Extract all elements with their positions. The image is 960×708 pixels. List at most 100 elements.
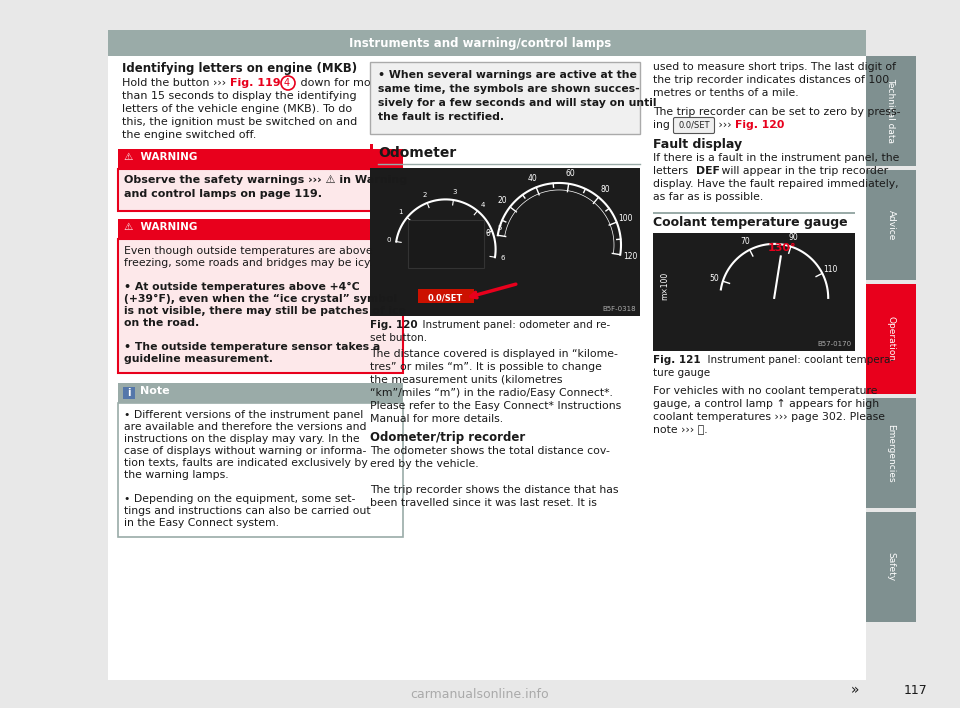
Text: “km”/miles “m”) in the radio/Easy Connect*.: “km”/miles “m”) in the radio/Easy Connec… xyxy=(370,388,612,398)
Text: used to measure short trips. The last digit of: used to measure short trips. The last di… xyxy=(653,62,896,72)
Text: and control lamps on page 119.: and control lamps on page 119. xyxy=(124,189,322,199)
Text: Instrument panel: odometer and re-: Instrument panel: odometer and re- xyxy=(416,320,611,330)
Bar xyxy=(118,219,403,239)
Text: Fig. 120: Fig. 120 xyxy=(370,320,418,330)
Text: 60: 60 xyxy=(565,169,575,178)
Text: (+39°F), even when the “ice crystal” symbol: (+39°F), even when the “ice crystal” sym… xyxy=(124,294,397,304)
Bar xyxy=(118,239,403,373)
Text: If there is a fault in the instrument panel, the: If there is a fault in the instrument pa… xyxy=(653,153,900,163)
Text: 130°: 130° xyxy=(768,243,797,253)
Text: this, the ignition must be switched on and: this, the ignition must be switched on a… xyxy=(122,117,357,127)
Text: Coolant temperature gauge: Coolant temperature gauge xyxy=(653,216,848,229)
Text: Fault display: Fault display xyxy=(653,138,742,151)
Text: case of displays without warning or informa-: case of displays without warning or info… xyxy=(124,446,367,456)
Text: 110: 110 xyxy=(823,265,837,274)
Text: The trip recorder can be set to zero by press-: The trip recorder can be set to zero by … xyxy=(653,107,900,117)
Text: Fig. 119: Fig. 119 xyxy=(230,78,280,88)
Text: the fault is rectified.: the fault is rectified. xyxy=(378,112,504,122)
Text: »: » xyxy=(851,683,859,697)
Text: same time, the symbols are shown succes-: same time, the symbols are shown succes- xyxy=(378,84,639,94)
Text: guideline measurement.: guideline measurement. xyxy=(124,354,273,364)
Text: tings and instructions can also be carried out: tings and instructions can also be carri… xyxy=(124,506,371,516)
Text: than 15 seconds to display the identifying: than 15 seconds to display the identifyi… xyxy=(122,91,356,101)
Text: display. Have the fault repaired immediately,: display. Have the fault repaired immedia… xyxy=(653,179,899,189)
Text: Instruments and warning/control lamps: Instruments and warning/control lamps xyxy=(348,37,612,50)
Text: ered by the vehicle.: ered by the vehicle. xyxy=(370,459,479,469)
Text: Even though outside temperatures are above: Even though outside temperatures are abo… xyxy=(124,246,372,256)
Text: 40: 40 xyxy=(528,173,538,183)
Text: will appear in the trip recorder: will appear in the trip recorder xyxy=(718,166,888,176)
Text: in the Easy Connect system.: in the Easy Connect system. xyxy=(124,518,279,528)
Text: metres or tenths of a mile.: metres or tenths of a mile. xyxy=(653,88,799,98)
Text: • Different versions of the instrument panel: • Different versions of the instrument p… xyxy=(124,410,363,420)
Text: 4: 4 xyxy=(480,202,485,207)
Text: 2: 2 xyxy=(422,193,426,198)
Text: i: i xyxy=(128,388,131,398)
Text: • At outside temperatures above +4°C: • At outside temperatures above +4°C xyxy=(124,282,360,292)
Bar xyxy=(108,30,866,680)
Text: sively for a few seconds and will stay on until: sively for a few seconds and will stay o… xyxy=(378,98,657,108)
FancyBboxPatch shape xyxy=(674,118,714,134)
Text: 0: 0 xyxy=(486,229,491,238)
Text: note ››› ⓘ.: note ››› ⓘ. xyxy=(653,425,708,435)
Text: The distance covered is displayed in “kilome-: The distance covered is displayed in “ki… xyxy=(370,349,618,359)
Text: For vehicles with no coolant temperature: For vehicles with no coolant temperature xyxy=(653,386,877,396)
Bar xyxy=(118,149,403,169)
Text: Manual for more details.: Manual for more details. xyxy=(370,414,503,424)
Text: Instrument panel: coolant tempera-: Instrument panel: coolant tempera- xyxy=(701,355,894,365)
Text: freezing, some roads and bridges may be icy.: freezing, some roads and bridges may be … xyxy=(124,258,372,268)
Text: Fig. 120: Fig. 120 xyxy=(735,120,784,130)
Text: 90: 90 xyxy=(789,234,799,242)
Text: 120: 120 xyxy=(623,252,637,261)
Text: 80: 80 xyxy=(600,185,610,194)
Text: the warning lamps.: the warning lamps. xyxy=(124,470,228,480)
Text: Identifying letters on engine (MKB): Identifying letters on engine (MKB) xyxy=(122,62,357,75)
Text: Hold the button ›››: Hold the button ››› xyxy=(122,78,229,88)
Bar xyxy=(866,284,916,394)
Text: • The outside temperature sensor takes a: • The outside temperature sensor takes a xyxy=(124,342,380,352)
Text: instructions on the display may vary. In the: instructions on the display may vary. In… xyxy=(124,434,360,444)
Text: are available and therefore the versions and: are available and therefore the versions… xyxy=(124,422,367,432)
Text: carmanualsonline.info: carmanualsonline.info xyxy=(411,688,549,702)
Bar xyxy=(108,30,866,56)
Text: 100: 100 xyxy=(618,214,634,223)
Text: 0: 0 xyxy=(386,237,391,244)
Text: ›››: ››› xyxy=(715,120,735,130)
Text: • When several warnings are active at the: • When several warnings are active at th… xyxy=(378,70,636,80)
Text: Advice: Advice xyxy=(886,210,896,240)
Bar xyxy=(653,212,855,214)
Text: ⚠  WARNING: ⚠ WARNING xyxy=(124,152,198,162)
Text: 1: 1 xyxy=(398,210,403,215)
Text: Safety: Safety xyxy=(886,552,896,581)
Text: coolant temperatures ››› page 302. Please: coolant temperatures ››› page 302. Pleas… xyxy=(653,412,885,422)
Text: gauge, a control lamp ↑ appears for high: gauge, a control lamp ↑ appears for high xyxy=(653,399,879,409)
Bar xyxy=(653,233,855,351)
Bar xyxy=(866,512,916,622)
Text: Odometer/trip recorder: Odometer/trip recorder xyxy=(370,431,525,444)
Text: Odometer: Odometer xyxy=(378,146,456,160)
Bar xyxy=(118,169,403,211)
Bar xyxy=(118,383,403,403)
Text: is not visible, there may still be patches of ice: is not visible, there may still be patch… xyxy=(124,306,406,316)
Text: the engine switched off.: the engine switched off. xyxy=(122,130,256,140)
Text: set button.: set button. xyxy=(370,333,427,343)
Text: Note: Note xyxy=(140,386,170,396)
Bar xyxy=(123,387,135,399)
Text: Observe the safety warnings ››› ⚠ in Warning: Observe the safety warnings ››› ⚠ in War… xyxy=(124,175,407,185)
Text: 4: 4 xyxy=(284,78,290,88)
Text: 70: 70 xyxy=(741,237,751,246)
Text: 0.0/SET: 0.0/SET xyxy=(679,120,709,130)
Text: Operation: Operation xyxy=(886,316,896,362)
Text: 5: 5 xyxy=(497,225,502,231)
Text: on the road.: on the road. xyxy=(124,318,200,328)
Text: down for more: down for more xyxy=(297,78,382,88)
Bar xyxy=(370,62,640,134)
Text: 50: 50 xyxy=(709,274,719,283)
Text: letters: letters xyxy=(653,166,691,176)
Text: tres” or miles “m”. It is possible to change: tres” or miles “m”. It is possible to ch… xyxy=(370,362,602,372)
Text: 20: 20 xyxy=(497,196,507,205)
Text: DEF: DEF xyxy=(696,166,720,176)
Text: • Depending on the equipment, some set-: • Depending on the equipment, some set- xyxy=(124,494,355,504)
Bar xyxy=(866,398,916,508)
Text: Fig. 121: Fig. 121 xyxy=(653,355,701,365)
